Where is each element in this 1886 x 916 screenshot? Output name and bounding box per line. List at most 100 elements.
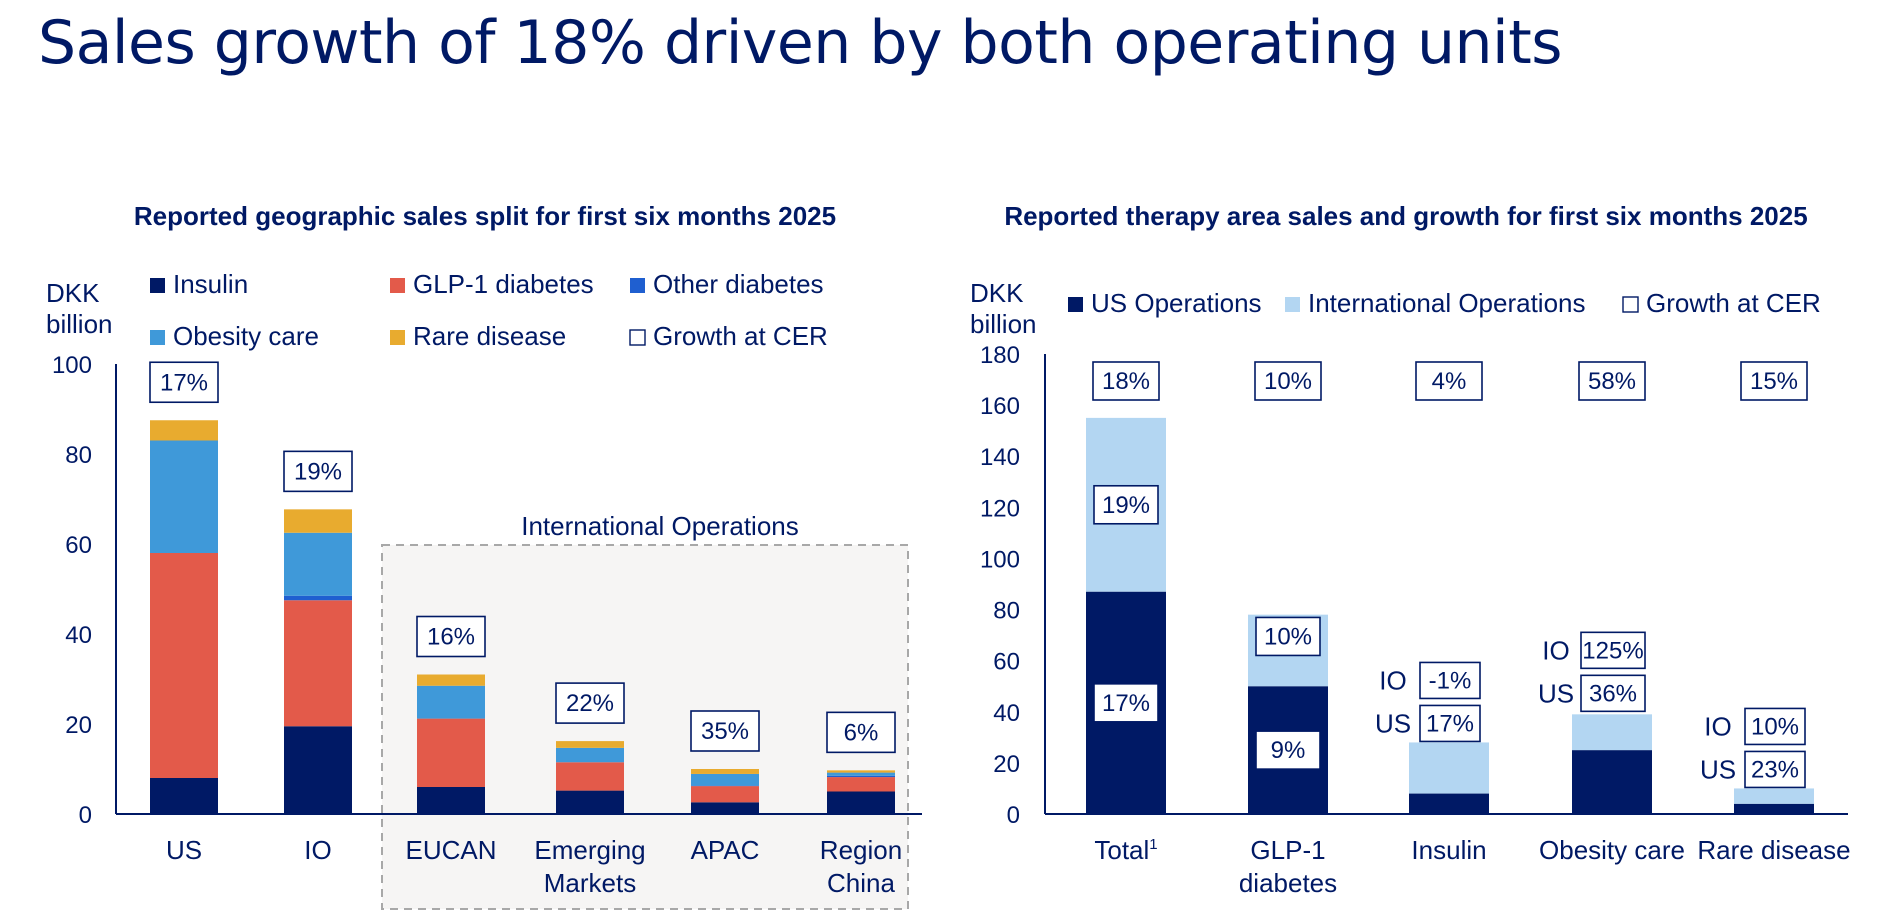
chart2-category-label: Insulin	[1411, 835, 1486, 865]
chart2-ytick: 140	[980, 444, 1020, 471]
chart2-io-tag: IO	[1379, 665, 1406, 695]
chart2-us-growth-label: 23%	[1751, 756, 1799, 783]
chart1-bar-obesity-care	[827, 772, 895, 776]
chart2-us-growth-label: 9%	[1271, 737, 1306, 764]
chart2-io-growth-label: 10%	[1751, 713, 1799, 740]
chart2-us-tag: US	[1700, 754, 1736, 784]
chart2-ytick: 120	[980, 495, 1020, 522]
chart2-ylabel-line2: billion	[970, 309, 1037, 339]
chart1-bar-obesity-care	[150, 440, 218, 553]
chart1-growth-label-box	[555, 682, 625, 724]
chart2-ytick: 180	[980, 342, 1020, 369]
chart2-bar-international-operations	[1409, 742, 1489, 794]
chart1-ytick: 40	[65, 622, 92, 649]
chart2-us-growth-label-box	[1744, 750, 1806, 789]
chart1-growth-label-box	[690, 710, 760, 752]
chart2-us-growth-label: 17%	[1426, 710, 1474, 737]
chart1-bar-obesity-care	[691, 773, 759, 786]
chart2-growth-label-box	[1415, 361, 1483, 401]
chart1-bar-rare-disease	[417, 674, 485, 686]
chart2-bar-international-operations	[1734, 788, 1814, 804]
chart1-growth-label-box	[149, 361, 219, 404]
chart2-ytick: 60	[993, 649, 1020, 676]
chart1-bar-insulin	[150, 778, 218, 814]
chart2-us-tag: US	[1538, 678, 1574, 708]
chart1-legend-obesity-care-swatch	[150, 330, 165, 345]
chart1-category-label: US	[166, 835, 202, 865]
chart2-growth-label-box	[1254, 361, 1322, 401]
chart1-growth-label: 19%	[294, 458, 342, 485]
chart2-io-growth-label-box	[1093, 484, 1159, 525]
chart2-growth-label: 18%	[1102, 368, 1150, 395]
chart1-legend-other-diabetes: Other diabetes	[653, 269, 824, 299]
chart1-legend-growth-at-cer-swatch	[629, 329, 646, 346]
chart2-io-growth-label: 19%	[1102, 492, 1150, 519]
chart1-legend-other-diabetes-swatch	[630, 278, 645, 293]
chart1-bar-rare-disease	[150, 420, 218, 441]
chart2-title: Reported therapy area sales and growth f…	[1004, 201, 1807, 231]
chart1-ytick: 60	[65, 532, 92, 559]
chart1-bar-obesity-care	[556, 747, 624, 763]
chart1-legend-insulin: Insulin	[173, 269, 248, 299]
chart2-ylabel-line1: DKK	[970, 278, 1024, 308]
chart1-ytick: 80	[65, 442, 92, 469]
chart1-bar-glp-1-diabetes	[827, 777, 895, 792]
chart1-growth-label: 6%	[844, 719, 879, 746]
chart1-ytick: 20	[65, 712, 92, 739]
chart1-bar-obesity-care	[284, 532, 352, 596]
chart1-bar-glp-1-diabetes	[150, 553, 218, 778]
page-title: Sales growth of 18% driven by both opera…	[38, 8, 1563, 78]
chart1-ylabel-line2: billion	[46, 309, 113, 339]
chart1-bar-glp-1-diabetes	[556, 762, 624, 791]
chart1-ytick: 100	[52, 352, 92, 379]
chart2-io-growth-label: 10%	[1264, 623, 1312, 650]
chart1-bar-rare-disease	[284, 509, 352, 533]
chart1-growth-label-box	[416, 615, 486, 658]
chart2-io-growth-label: 125%	[1582, 637, 1643, 664]
chart1-bar-rare-disease	[827, 770, 895, 773]
chart2-legend-growth-at-cer: Growth at CER	[1646, 288, 1821, 318]
chart2-us-growth-label-box	[1255, 730, 1321, 770]
chart2-io-growth-label-box	[1255, 616, 1321, 657]
chart2-ytick: 40	[993, 700, 1020, 727]
chart2-io-growth-label: -1%	[1429, 667, 1472, 694]
chart1-bar-other-diabetes	[827, 775, 895, 778]
chart1-bar-rare-disease	[556, 741, 624, 748]
chart1-growth-label: 35%	[701, 718, 749, 745]
chart2-io-tag: IO	[1704, 711, 1731, 741]
chart2-growth-label-box	[1092, 361, 1160, 401]
chart2-growth-label: 58%	[1588, 368, 1636, 395]
chart1-legend-rare-disease: Rare disease	[413, 321, 566, 351]
chart1-category-label: Emerging Markets	[534, 835, 645, 898]
chart2-growth-label: 4%	[1432, 368, 1467, 395]
chart1-growth-label: 16%	[427, 624, 475, 651]
chart2-growth-label: 10%	[1264, 368, 1312, 395]
chart2-category-label: Rare disease	[1697, 835, 1850, 865]
chart1-bar-rare-disease	[691, 769, 759, 774]
chart2-ytick: 20	[993, 751, 1020, 778]
chart2-io-growth-label-box	[1744, 707, 1806, 746]
chart2-us-tag: US	[1375, 708, 1411, 738]
chart2-category-label: Obesity care	[1539, 835, 1685, 865]
chart2-legend-us-operations: US Operations	[1091, 288, 1262, 318]
chart2-us-growth-label-box	[1580, 674, 1646, 713]
chart1-legend-glp-1-diabetes-swatch	[390, 278, 405, 293]
chart1-legend-obesity-care: Obesity care	[173, 321, 319, 351]
chart2-growth-label-box	[1578, 361, 1646, 401]
chart1-category-label: Region China	[820, 835, 902, 898]
chart1-legend-rare-disease-swatch	[390, 330, 405, 345]
chart1-growth-label: 22%	[566, 690, 614, 717]
chart1-ytick: 0	[79, 802, 92, 829]
chart2-bar-us-operations	[1409, 793, 1489, 814]
chart2-category-label: Total1	[1094, 835, 1157, 865]
chart2-us-growth-label: 36%	[1589, 680, 1637, 707]
chart1-bar-glp-1-diabetes	[284, 600, 352, 727]
chart2-growth-label: 15%	[1750, 368, 1798, 395]
chart2-ytick: 0	[1007, 802, 1020, 829]
chart2-us-growth-label: 17%	[1102, 690, 1150, 717]
chart2-ytick: 160	[980, 393, 1020, 420]
chart1-category-label: IO	[304, 835, 331, 865]
chart2-us-growth-label-box	[1093, 683, 1159, 723]
chart2-io-tag: IO	[1542, 635, 1569, 665]
